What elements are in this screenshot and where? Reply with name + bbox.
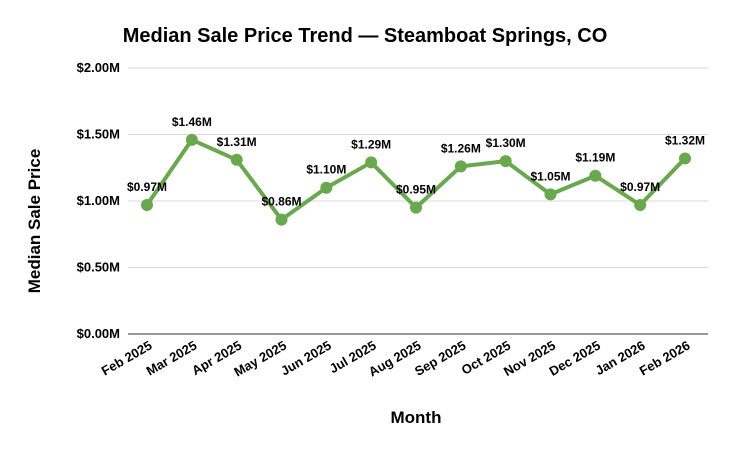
data-label: $0.95M bbox=[396, 183, 436, 197]
y-tick-label: $1.00M bbox=[77, 193, 120, 208]
data-label: $1.19M bbox=[575, 151, 615, 165]
data-label: $0.97M bbox=[620, 180, 660, 194]
data-point bbox=[410, 201, 422, 214]
x-tick-label: Dec 2025 bbox=[546, 338, 602, 379]
data-points bbox=[141, 133, 691, 226]
data-label: $1.46M bbox=[172, 115, 212, 129]
data-point bbox=[320, 181, 333, 194]
data-point bbox=[275, 213, 288, 226]
data-point bbox=[634, 198, 647, 211]
x-tick-label: Sep 2025 bbox=[412, 338, 468, 379]
data-point bbox=[499, 155, 512, 168]
data-point bbox=[679, 152, 691, 165]
x-tick-label: Jan 2026 bbox=[593, 338, 648, 378]
data-label: $1.32M bbox=[665, 133, 705, 147]
x-tick-label: Jun 2025 bbox=[278, 338, 334, 379]
data-label: $0.86M bbox=[261, 195, 301, 209]
data-label: $1.10M bbox=[306, 163, 346, 177]
y-tick-label: $2.00M bbox=[77, 60, 120, 75]
data-label: $1.31M bbox=[217, 135, 257, 149]
data-point bbox=[141, 198, 153, 211]
chart-title: Median Sale Price Trend — Steamboat Spri… bbox=[123, 25, 608, 47]
y-axis-title: Median Sale Price bbox=[25, 149, 44, 294]
x-tick-label: Feb 2025 bbox=[99, 338, 155, 379]
data-label: $0.97M bbox=[127, 180, 167, 194]
y-tick-label: $0.50M bbox=[77, 260, 120, 275]
data-point bbox=[544, 188, 557, 201]
data-point bbox=[185, 133, 198, 146]
data-labels: $0.97M $1.46M $1.31M $0.86M $1.10M $1.29M $0.9… bbox=[127, 115, 705, 209]
data-label: $1.26M bbox=[441, 141, 481, 155]
data-point bbox=[454, 160, 467, 173]
data-label: $1.30M bbox=[486, 136, 526, 150]
y-axis-ticks: $0.00M $0.50M $1.00M $1.50M $2.00M bbox=[77, 60, 120, 341]
data-point bbox=[230, 153, 243, 166]
y-tick-label: $0.00M bbox=[77, 326, 120, 341]
data-point bbox=[589, 169, 602, 182]
data-label: $1.29M bbox=[351, 137, 391, 151]
gridlines bbox=[128, 67, 708, 335]
data-point bbox=[365, 156, 378, 169]
x-tick-label: Nov 2025 bbox=[501, 338, 558, 380]
data-label: $1.05M bbox=[530, 169, 570, 183]
y-tick-label: $1.50M bbox=[77, 127, 120, 142]
x-tick-label: Mar 2025 bbox=[144, 338, 200, 379]
x-axis-title: Month bbox=[391, 408, 442, 427]
x-tick-label: Feb 2026 bbox=[637, 338, 693, 379]
